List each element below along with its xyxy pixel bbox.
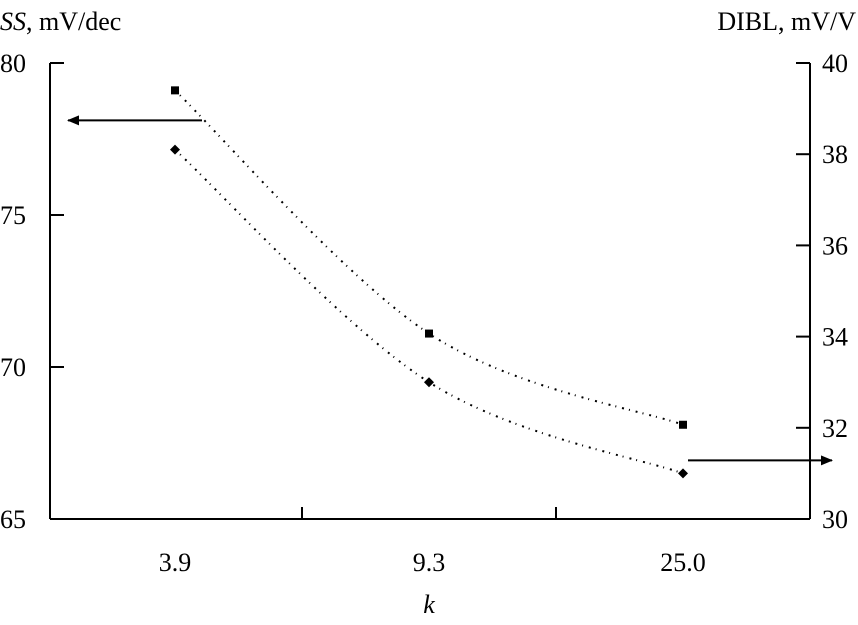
series-group	[170, 86, 688, 479]
x-axis-ticks: 3.9 9.3 25.0	[159, 507, 706, 577]
right-tick-label: 34	[822, 323, 848, 352]
right-tick-label: 32	[822, 414, 848, 443]
data-point-square	[171, 86, 179, 95]
series-1-line	[174, 89, 684, 426]
right-tick-label: 40	[822, 49, 848, 78]
x-tick-label: 9.3	[413, 548, 446, 577]
right-axis-ticks: 30 32 34 36 38 40	[796, 49, 848, 534]
left-axis-title-italic: SS	[0, 7, 26, 36]
left-tick-label: 75	[0, 201, 26, 230]
right-tick-label: 30	[822, 505, 848, 534]
x-axis-title: k	[423, 590, 435, 619]
data-point-square	[679, 420, 687, 429]
left-axis-title: SS, mV/dec	[0, 7, 121, 36]
left-axis-ticks: 65 70 75 80	[0, 49, 64, 534]
right-axis-title: DIBL, mV/V	[717, 7, 856, 36]
data-point-diamond	[424, 377, 434, 388]
left-tick-label: 70	[0, 353, 26, 382]
series-2-line	[174, 148, 684, 475]
x-tick-label: 25.0	[660, 548, 706, 577]
arrow-group	[67, 115, 833, 466]
right-tick-label: 38	[822, 140, 848, 169]
left-axis-title-rest: , mV/dec	[26, 7, 121, 36]
series-1	[171, 86, 687, 429]
data-point-diamond	[170, 144, 180, 155]
data-point-square	[425, 329, 433, 338]
data-point-diamond	[678, 468, 688, 479]
left-tick-label: 80	[0, 49, 26, 78]
series-2	[170, 144, 688, 479]
x-tick-label: 3.9	[159, 548, 192, 577]
left-tick-label: 65	[0, 505, 26, 534]
right-tick-label: 36	[822, 231, 848, 260]
